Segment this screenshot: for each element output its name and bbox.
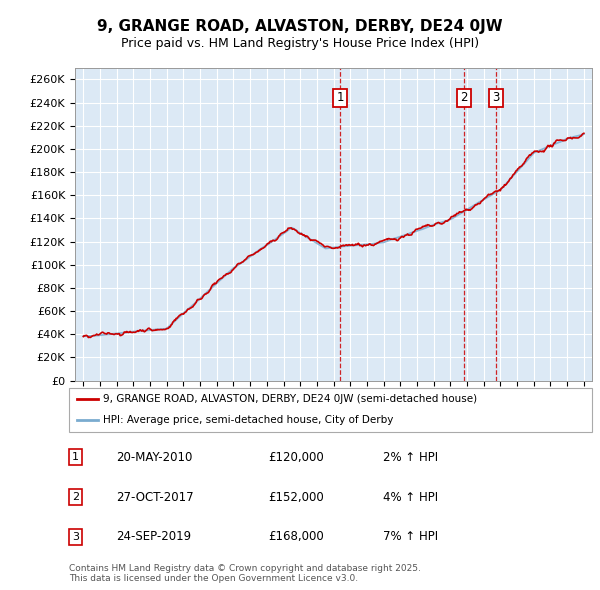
Text: 2: 2	[72, 492, 79, 502]
Text: 2% ↑ HPI: 2% ↑ HPI	[383, 451, 438, 464]
Text: 2: 2	[460, 91, 468, 104]
Text: 24-SEP-2019: 24-SEP-2019	[116, 530, 191, 543]
Text: 1: 1	[336, 91, 344, 104]
Text: 9, GRANGE ROAD, ALVASTON, DERBY, DE24 0JW (semi-detached house): 9, GRANGE ROAD, ALVASTON, DERBY, DE24 0J…	[103, 394, 477, 404]
Text: £120,000: £120,000	[268, 451, 323, 464]
Text: Contains HM Land Registry data © Crown copyright and database right 2025.
This d: Contains HM Land Registry data © Crown c…	[69, 563, 421, 583]
Text: 7% ↑ HPI: 7% ↑ HPI	[383, 530, 438, 543]
Text: HPI: Average price, semi-detached house, City of Derby: HPI: Average price, semi-detached house,…	[103, 415, 394, 425]
Text: £152,000: £152,000	[268, 490, 323, 504]
Text: 20-MAY-2010: 20-MAY-2010	[116, 451, 193, 464]
Text: Price paid vs. HM Land Registry's House Price Index (HPI): Price paid vs. HM Land Registry's House …	[121, 37, 479, 50]
Text: £168,000: £168,000	[268, 530, 323, 543]
Text: 4% ↑ HPI: 4% ↑ HPI	[383, 490, 438, 504]
Text: 3: 3	[492, 91, 500, 104]
Text: 9, GRANGE ROAD, ALVASTON, DERBY, DE24 0JW: 9, GRANGE ROAD, ALVASTON, DERBY, DE24 0J…	[97, 19, 503, 34]
Text: 3: 3	[72, 532, 79, 542]
FancyBboxPatch shape	[69, 388, 592, 432]
Text: 27-OCT-2017: 27-OCT-2017	[116, 490, 194, 504]
Text: 1: 1	[72, 452, 79, 462]
